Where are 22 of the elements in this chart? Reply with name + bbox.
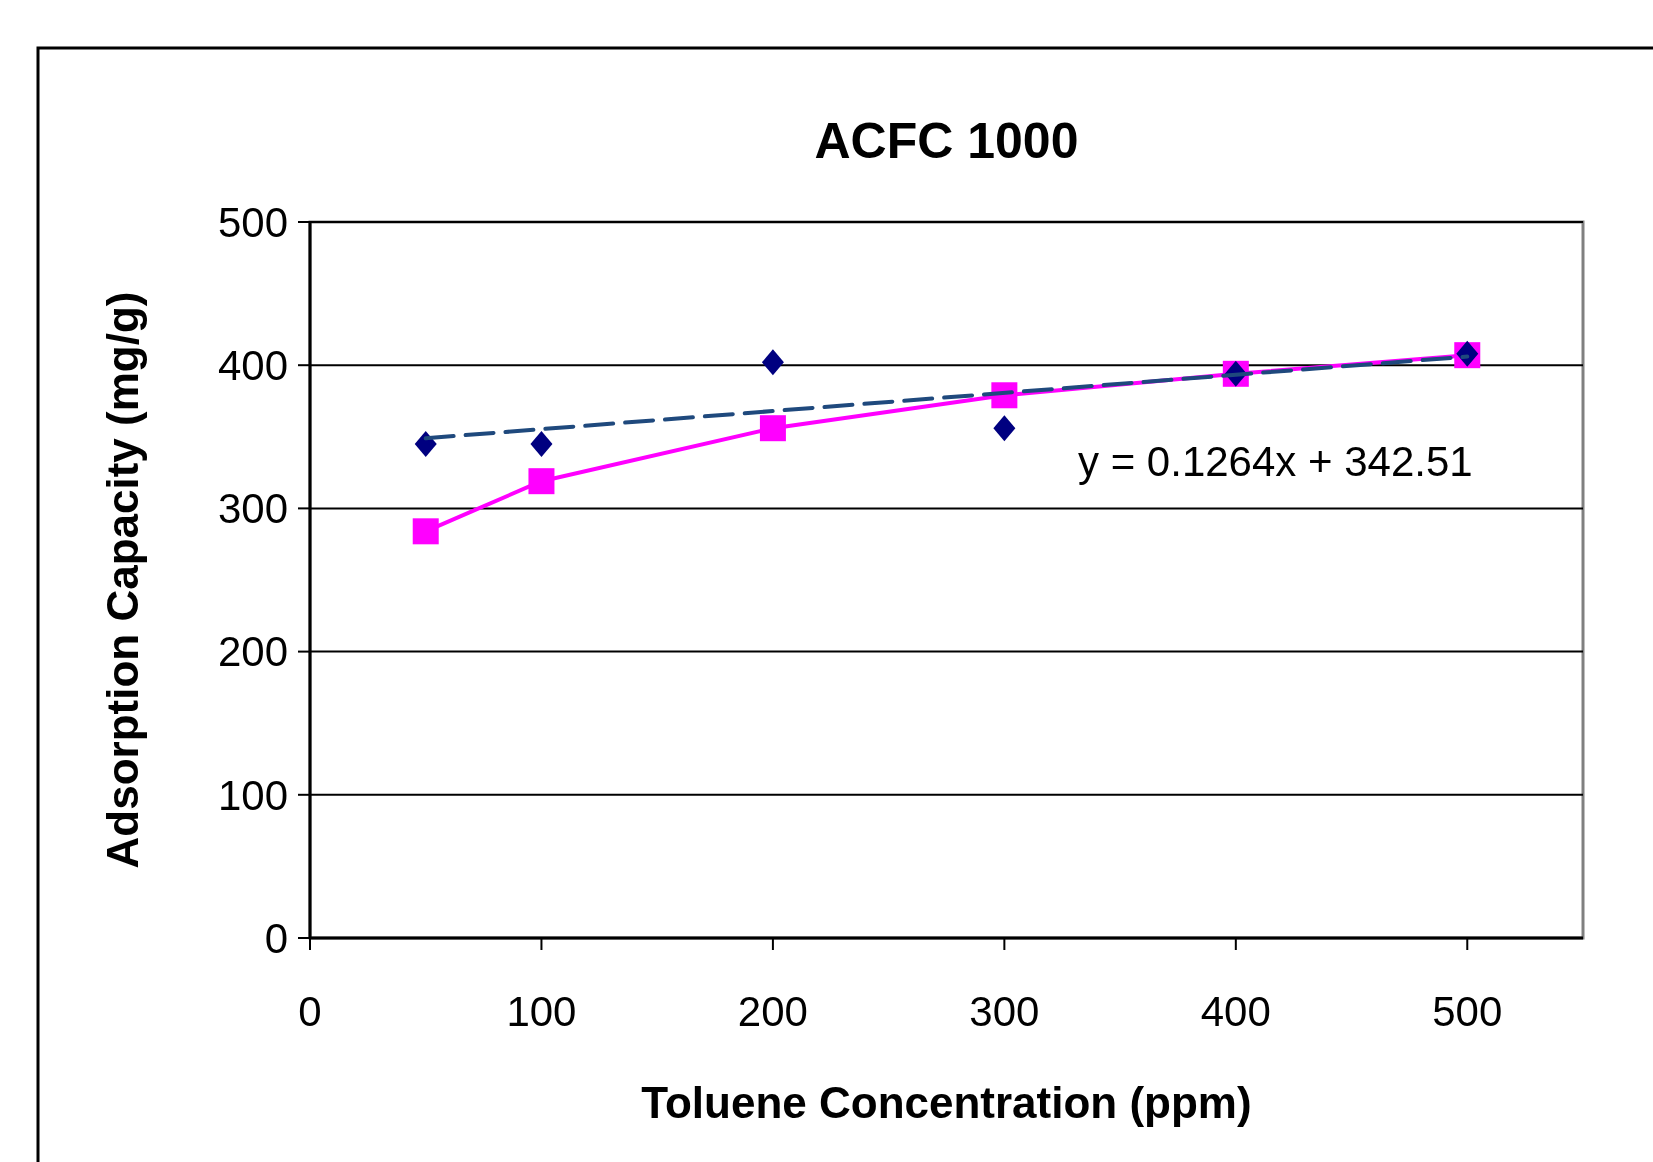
y-axis-title: Adsorption Capacity (mg/g): [98, 291, 147, 869]
x-tick-label: 100: [506, 988, 577, 1035]
annotation: y = 0.1264x + 342.51: [1078, 438, 1473, 485]
y-tick-label: 0: [264, 914, 288, 962]
point: [530, 430, 553, 457]
point: [993, 415, 1016, 442]
x-tick-label: 300: [969, 988, 1040, 1035]
x-axis-title: Toluene Concentration (ppm): [641, 1078, 1252, 1127]
point: [759, 415, 786, 442]
x-tick-label: 200: [737, 988, 808, 1035]
y-tick-label: 500: [217, 198, 288, 246]
point: [412, 518, 439, 545]
y-tick-label: 400: [217, 341, 288, 389]
y-tick-label: 300: [217, 485, 288, 533]
chart-title: ACFC 1000: [814, 113, 1079, 169]
point: [528, 468, 555, 495]
y-tick-label: 200: [217, 628, 288, 676]
point: [761, 349, 784, 376]
x-tick-label: 500: [1432, 988, 1503, 1035]
x-tick-label: 400: [1200, 988, 1271, 1035]
y-tick-label: 100: [217, 771, 288, 819]
x-tick-label: 0: [298, 988, 322, 1035]
